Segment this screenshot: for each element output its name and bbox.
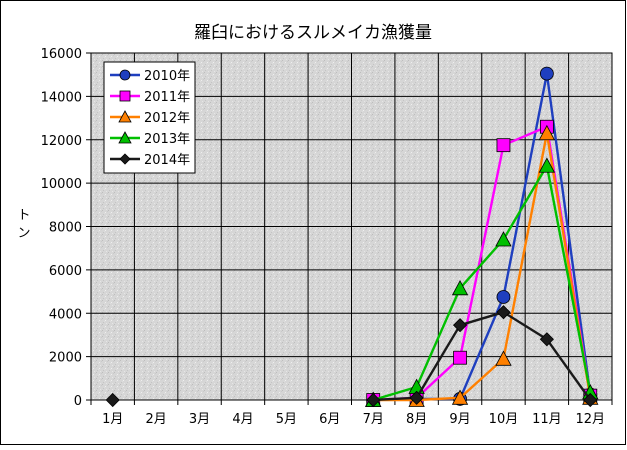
data-point: [538, 157, 556, 173]
data-point: [105, 392, 120, 408]
data-point: [409, 390, 424, 405]
data-point: [495, 350, 512, 366]
legend-label: 2014年: [144, 153, 190, 168]
legend-label: 2013年: [144, 132, 190, 147]
x-tick-label: 4月: [232, 412, 253, 427]
data-point: [451, 389, 469, 405]
x-tick-label: 8月: [406, 412, 427, 427]
series-line: [372, 164, 592, 402]
legend-label: 2011年: [144, 90, 190, 105]
x-tick-label: 6月: [319, 412, 340, 427]
axis-layer: 0 2000 4000 6000 8000 10000 12000 14000 16000 1月 2…: [41, 47, 613, 427]
data-point: [539, 66, 554, 81]
data-point: [583, 392, 598, 408]
series-layer: [105, 66, 599, 408]
data-point: [496, 305, 511, 320]
data-point: [119, 153, 131, 165]
legend-label: 2012年: [144, 111, 190, 126]
data-point: [495, 231, 512, 247]
x-tick-label: 10月: [489, 412, 519, 427]
x-tick-label: 7月: [363, 412, 384, 427]
y-tick-label: 14000: [41, 90, 82, 105]
data-point: [496, 138, 511, 153]
legend: 2010年 2011年 2012年 2013年 2014年: [103, 61, 196, 174]
data-point: [118, 110, 132, 123]
y-tick-label: 10000: [41, 177, 82, 192]
x-tick-label: 2月: [145, 412, 166, 427]
chart-title: 羅臼におけるスルメイカ漁獲量: [194, 23, 432, 43]
y-tick-label: 12000: [41, 134, 82, 149]
x-tick-label: 1月: [102, 412, 123, 427]
y-tick-label: 2000: [49, 351, 82, 366]
series-line: [373, 310, 592, 402]
y-tick-label: 6000: [49, 264, 82, 279]
series-line: [373, 132, 592, 402]
data-point: [539, 332, 554, 347]
y-tick-label: 16000: [41, 47, 82, 62]
y-tick-label: 4000: [49, 307, 82, 322]
x-tick-label: 12月: [576, 412, 606, 427]
data-point: [118, 131, 132, 144]
legend-label: 2010年: [144, 69, 190, 84]
y-axis-label: トン: [17, 208, 30, 241]
data-point: [538, 124, 556, 141]
x-tick-label: 3月: [189, 412, 210, 427]
x-tick-label: 11月: [532, 412, 562, 427]
x-tick-label: 5月: [276, 412, 297, 427]
data-point: [453, 350, 467, 365]
data-point: [451, 279, 469, 296]
y-tick-label: 8000: [49, 221, 82, 236]
data-point: [119, 90, 131, 102]
data-point: [452, 318, 468, 333]
data-point: [366, 392, 381, 408]
data-point: [119, 69, 131, 81]
data-point: [496, 290, 511, 304]
x-tick-label: 9月: [449, 412, 470, 427]
y-tick-label: 0: [74, 394, 82, 409]
series-group: [105, 305, 598, 408]
